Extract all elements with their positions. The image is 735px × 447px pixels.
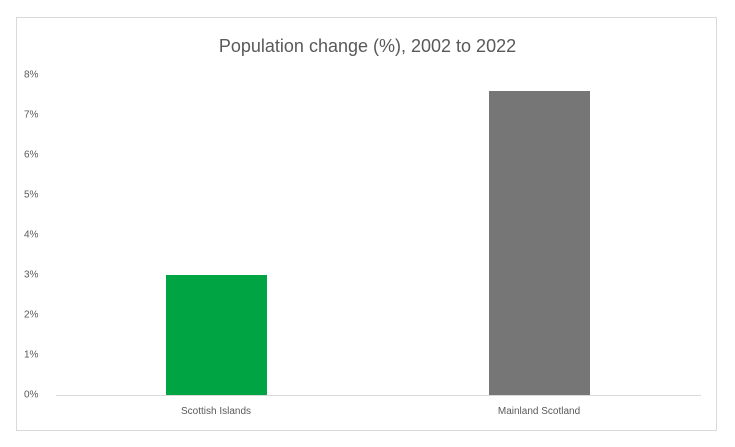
y-tick-label: 3% (24, 269, 39, 281)
chart-title: Population change (%), 2002 to 2022 (218, 36, 517, 56)
y-tick-label: 2% (24, 309, 39, 321)
bar-mainland-scotland (488, 91, 590, 395)
chart-frame (16, 17, 717, 431)
y-tick-label: 0% (24, 389, 39, 401)
y-tick-label: 8% (24, 69, 39, 81)
y-tick-label: 1% (24, 349, 39, 361)
y-tick-label: 6% (24, 149, 39, 161)
x-axis-line (56, 395, 701, 396)
y-tick-label: 4% (24, 229, 39, 241)
bar-scottish-islands (165, 275, 267, 395)
y-tick-label: 5% (24, 189, 39, 201)
y-tick-label: 7% (24, 109, 39, 121)
x-category-label: Mainland Scotland (497, 406, 581, 417)
x-category-label: Scottish Islands (180, 406, 252, 417)
